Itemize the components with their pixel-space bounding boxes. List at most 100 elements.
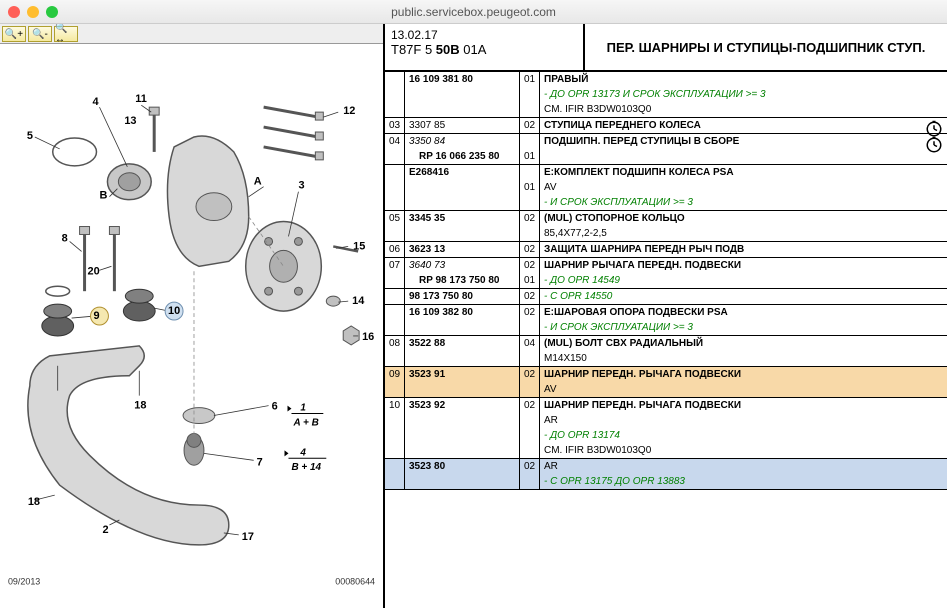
diagram-legend-1-bot: A + B xyxy=(292,417,318,428)
diagram-label-18a: 18 xyxy=(28,496,40,508)
part-number-sub xyxy=(405,413,520,428)
row-index: 05 xyxy=(385,211,405,226)
diagram-label-4: 4 xyxy=(93,96,100,108)
part-number-sub: RP 98 173 750 80 xyxy=(405,273,520,288)
part-number: 3640 73 xyxy=(405,258,520,273)
header-code: T87F 5 50B 01A xyxy=(391,42,577,57)
minimize-button[interactable] xyxy=(27,6,39,18)
diagram-toolbar: 🔍+ 🔍- 🔍↔ xyxy=(0,24,383,44)
diagram-legend-2-top: 4 xyxy=(299,447,306,458)
table-row[interactable]: 033307 8502СТУПИЦА ПЕРЕДНЕГО КОЛЕСА xyxy=(385,118,947,134)
table-row[interactable]: 073640 7302ШАРНИР РЫЧАГА ПЕРЕДН. ПОДВЕСК… xyxy=(385,258,947,289)
description-sub: - ДО OPR 13174 xyxy=(540,428,947,443)
diagram-label-18b: 18 xyxy=(134,400,146,412)
diagram-label-2: 2 xyxy=(102,524,108,536)
zoom-in-button[interactable]: 🔍+ xyxy=(2,26,26,42)
description: (MUL) БОЛТ CBX РАДИАЛЬНЫЙ xyxy=(540,336,947,351)
table-row[interactable]: 16 109 381 8001ПРАВЫЙ- ДО OPR 13173 И СР… xyxy=(385,72,947,118)
diagram-label-11: 11 xyxy=(135,93,147,105)
description-sub: AR xyxy=(540,413,947,428)
diagram-label-15: 15 xyxy=(353,240,365,252)
diagram-footer-date: 09/2013 xyxy=(8,577,40,587)
diagram-label-5: 5 xyxy=(27,130,33,142)
description: СТУПИЦА ПЕРЕДНЕГО КОЛЕСА xyxy=(540,118,947,133)
diagram-label-17: 17 xyxy=(242,531,254,543)
quantity: 02 xyxy=(520,289,540,304)
part-number-sub xyxy=(405,226,520,241)
part-number: 3523 92 xyxy=(405,398,520,413)
row-index: 08 xyxy=(385,336,405,351)
table-row[interactable]: 98 173 750 8002- С OPR 14550 xyxy=(385,289,947,305)
description: ШАРНИР ПЕРЕДН. РЫЧАГА ПОДВЕСКИ xyxy=(540,398,947,413)
description-sub: - ДО OPR 14549 xyxy=(540,273,947,288)
table-row[interactable]: 063623 1302ЗАЩИТА ШАРНИРА ПЕРЕДН РЫЧ ПОД… xyxy=(385,242,947,258)
diagram-label-12: 12 xyxy=(343,105,355,117)
quantity: 02 xyxy=(520,398,540,413)
quantity: 02 xyxy=(520,211,540,226)
diagram-label-B: B xyxy=(99,190,107,202)
row-index xyxy=(385,305,405,320)
diagram-label-9: 9 xyxy=(93,310,99,322)
description-sub: 85,4X77,2-2,5 xyxy=(540,226,947,241)
parts-table[interactable]: 16 109 381 8001ПРАВЫЙ- ДО OPR 13173 И СР… xyxy=(385,72,947,608)
part-number-sub xyxy=(405,320,520,335)
table-row[interactable]: 16 109 382 8002E:ШАРОВАЯ ОПОРА ПОДВЕСКИ … xyxy=(385,305,947,336)
part-number: 3523 91 xyxy=(405,367,520,382)
row-index: 10 xyxy=(385,398,405,413)
description-sub: - С OPR 13175 ДО OPR 13883 xyxy=(540,474,947,489)
part-number: 16 109 381 80 xyxy=(405,72,520,87)
description: - С OPR 14550 xyxy=(540,289,947,304)
description: E:ШАРОВАЯ ОПОРА ПОДВЕСКИ PSA xyxy=(540,305,947,320)
part-number-sub xyxy=(405,180,520,195)
table-row[interactable]: 093523 9102ШАРНИР ПЕРЕДН. РЫЧАГА ПОДВЕСК… xyxy=(385,367,947,398)
zoom-fit-button[interactable]: 🔍↔ xyxy=(54,26,78,42)
part-number: 3522 88 xyxy=(405,336,520,351)
table-row[interactable]: 3523 8002AR- С OPR 13175 ДО OPR 13883 xyxy=(385,459,947,490)
row-index: 03 xyxy=(385,118,405,133)
close-button[interactable] xyxy=(8,6,20,18)
table-row[interactable]: 103523 9202ШАРНИР ПЕРЕДН. РЫЧАГА ПОДВЕСК… xyxy=(385,398,947,459)
maximize-button[interactable] xyxy=(46,6,58,18)
quantity: 01 xyxy=(520,72,540,87)
part-number: 16 109 382 80 xyxy=(405,305,520,320)
description-sub: - И СРОК ЭКСПЛУАТАЦИИ >= 3 xyxy=(540,320,947,335)
quantity: 02 xyxy=(520,258,540,273)
row-index xyxy=(385,72,405,87)
row-index xyxy=(385,289,405,304)
part-number: 3350 84 xyxy=(405,134,520,149)
table-row[interactable]: 043350 84ПОДШИПН. ПЕРЕД СТУПИЦЫ В СБОРЕR… xyxy=(385,134,947,165)
header-title: ПЕР. ШАРНИРЫ И СТУПИЦЫ-ПОДШИПНИК СТУП. xyxy=(585,24,947,70)
parts-diagram[interactable]: 5 11 13 12 A 3 15 14 16 6 7 18 2 17 8 20 xyxy=(0,44,383,608)
part-number: 98 173 750 80 xyxy=(405,289,520,304)
description: E:КОМПЛЕКТ ПОДШИПН КОЛЕСА PSA xyxy=(540,165,947,180)
row-index xyxy=(385,165,405,180)
table-row[interactable]: 083522 8804(MUL) БОЛТ CBX РАДИАЛЬНЫЙM14X… xyxy=(385,336,947,367)
diagram-label-13: 13 xyxy=(124,115,136,127)
description-sub: - ДО OPR 13173 И СРОК ЭКСПЛУАТАЦИИ >= 3 xyxy=(540,87,947,102)
part-number-sub xyxy=(405,195,520,210)
row-index xyxy=(385,459,405,474)
quantity: 02 xyxy=(520,459,540,474)
row-index: 06 xyxy=(385,242,405,257)
quantity: 04 xyxy=(520,336,540,351)
description: (MUL) СТОПОРНОЕ КОЛЬЦО xyxy=(540,211,947,226)
row-index: 09 xyxy=(385,367,405,382)
quantity xyxy=(520,165,540,180)
diagram-legend-1-top: 1 xyxy=(300,403,306,414)
row-index: 07 xyxy=(385,258,405,273)
part-number-sub xyxy=(405,443,520,458)
description-sub: CM. IFIR B3DW0103Q0 xyxy=(540,102,947,117)
address-url: public.servicebox.peugeot.com xyxy=(391,5,556,19)
table-row[interactable]: E268416E:КОМПЛЕКТ ПОДШИПН КОЛЕСА PSA01AV… xyxy=(385,165,947,211)
description-sub: CM. IFIR B3DW0103Q0 xyxy=(540,443,947,458)
diagram-legend-2-bot: B + 14 xyxy=(291,462,321,473)
description: ШАРНИР РЫЧАГА ПЕРЕДН. ПОДВЕСКИ xyxy=(540,258,947,273)
part-number: 3623 13 xyxy=(405,242,520,257)
diagram-label-20: 20 xyxy=(88,265,100,277)
part-number-sub xyxy=(405,474,520,489)
part-number: 3307 85 xyxy=(405,118,520,133)
table-row[interactable]: 053345 3502(MUL) СТОПОРНОЕ КОЛЬЦО85,4X77… xyxy=(385,211,947,242)
description: ПРАВЫЙ xyxy=(540,72,947,87)
description-sub: M14X150 xyxy=(540,351,947,366)
zoom-out-button[interactable]: 🔍- xyxy=(28,26,52,42)
